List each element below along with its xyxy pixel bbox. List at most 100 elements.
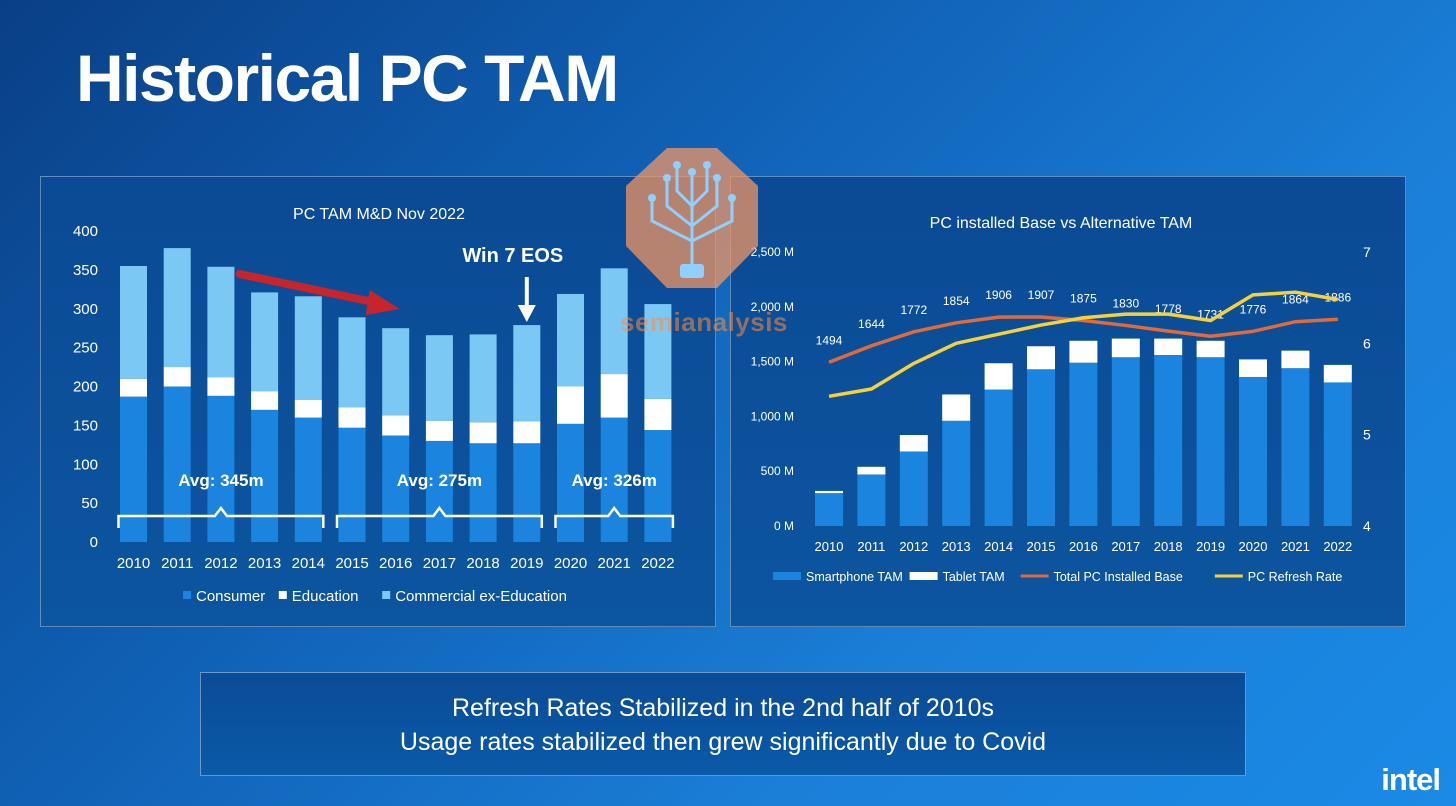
avg-label: Avg: 345m (178, 471, 263, 490)
y-tick-label: 400 (73, 223, 98, 240)
x-tick-label: 2019 (510, 555, 543, 572)
bar-segment (815, 490, 843, 494)
bar-segment (120, 265, 147, 379)
bar-segment (207, 266, 235, 378)
series-line (828, 315, 1338, 364)
y-tick-label: 200 (73, 379, 98, 396)
bar-segment (425, 420, 453, 441)
avg-bracket (554, 505, 675, 528)
watermark-logo-icon (626, 148, 758, 288)
bar-segment (899, 435, 928, 452)
trend-arrow-head (365, 290, 400, 315)
legend-label: Smartphone TAM (806, 570, 903, 584)
bar-segment (644, 398, 672, 431)
bar-segment (942, 420, 971, 526)
x-tick-label: 2018 (466, 555, 499, 572)
page-title: Historical PC TAM (76, 41, 619, 115)
bar-segment (382, 435, 410, 542)
x-tick-label: 2016 (1069, 539, 1098, 554)
y-tick-label: 1,500 M (751, 355, 794, 369)
y-tick-label: 0 (90, 534, 98, 551)
x-tick-label: 2018 (1154, 539, 1183, 554)
series-line (828, 290, 1339, 399)
data-label: 1886 (1324, 290, 1351, 304)
y-tick-label: 2,000 M (751, 300, 794, 314)
installed-base-chart: PC installed Base vs Alternative TAM 0 M 5… (751, 215, 1371, 584)
bar-segment (644, 430, 672, 542)
legend-swatch (909, 572, 938, 580)
data-label: 1864 (1282, 293, 1309, 307)
bar-segment (251, 409, 279, 542)
bar-segment (163, 248, 191, 368)
data-label: 1772 (900, 303, 927, 317)
bar-segment (469, 422, 497, 444)
data-label: 1854 (943, 294, 970, 308)
bar-segment (1027, 346, 1055, 370)
watermark-text: semianalysis (620, 307, 788, 337)
bar-segment (1323, 382, 1352, 526)
bar-segment (557, 386, 584, 424)
x-tick-label: 2019 (1196, 539, 1225, 554)
bar-segment (984, 389, 1013, 526)
bar-segment (163, 367, 191, 387)
legend-swatch (183, 591, 191, 599)
y2-tick-label: 7 (1363, 244, 1371, 260)
avg-bracket (335, 505, 544, 528)
data-label: 1875 (1070, 292, 1097, 306)
x-tick-label: 2016 (379, 555, 412, 572)
bar-segment (207, 377, 235, 396)
trend-arrow-line (235, 270, 382, 307)
data-label: 1776 (1240, 302, 1267, 316)
x-tick-label: 2013 (942, 539, 971, 554)
bar-segment (338, 317, 366, 408)
legend-label: Commercial ex-Education (395, 588, 567, 605)
installed-base-chart-panel: PC installed Base vs Alternative TAM 0 M 5… (730, 176, 1406, 627)
x-tick-label: 2020 (1239, 539, 1268, 554)
bar-segment (207, 395, 235, 542)
legend-label: Education (292, 588, 359, 605)
legend-label: PC Refresh Rate (1248, 570, 1343, 584)
bar-segment (425, 440, 453, 542)
y-tick-label: 0 M (774, 519, 794, 533)
bar-segment (469, 443, 497, 542)
bar-segment (600, 268, 628, 375)
x-tick-label: 2011 (161, 555, 193, 572)
bar-segment (163, 386, 191, 542)
bar-segment (857, 474, 886, 526)
bar-segment (382, 415, 410, 436)
y-tick-label: 1,000 M (751, 409, 794, 423)
callout-line-2: Usage rates stabilized then grew signifi… (399, 728, 1047, 756)
y-tick-label: 100 (73, 456, 98, 473)
y2-tick-label: 5 (1363, 427, 1371, 443)
chart-title: PC installed Base vs Alternative TAM (930, 215, 1193, 232)
bar-segment (899, 451, 928, 526)
bar-segment (513, 325, 541, 422)
x-tick-label: 2015 (335, 555, 368, 572)
bar-segment (120, 378, 147, 397)
bar-segment (469, 334, 497, 423)
x-tick-label: 2022 (641, 555, 674, 572)
bar-segment (1111, 338, 1140, 358)
bar-segment (1027, 369, 1055, 526)
legend-label: Tablet TAM (943, 570, 1005, 584)
legend-swatch (382, 591, 391, 599)
callout-line-1: Refresh Rates Stabilized in the 2nd half… (451, 694, 994, 722)
bar-segment (557, 293, 584, 387)
x-tick-label: 2017 (423, 555, 456, 572)
x-tick-label: 2021 (598, 555, 631, 572)
intel-logo: intel (1381, 762, 1441, 797)
data-label: 1494 (816, 333, 843, 347)
bar-segment (294, 399, 322, 418)
bar-segment (1281, 368, 1310, 526)
x-tick-label: 2012 (899, 539, 928, 554)
bar-segment (1154, 355, 1183, 526)
pc-tam-chart-panel: PC TAM M&D Nov 2022 0 50 100 150 200 250 300 350… (40, 176, 716, 627)
bar-segment (513, 421, 541, 444)
legend-swatch (773, 572, 801, 580)
bar-segment (1154, 338, 1183, 356)
pc-tam-chart: PC TAM M&D Nov 2022 0 50 100 150 200 250 300 350… (73, 206, 675, 605)
bar-segment (815, 493, 843, 526)
x-tick-label: 2015 (1027, 539, 1056, 554)
y-tick-label: 350 (73, 262, 98, 279)
x-tick-label: 2021 (1281, 539, 1310, 554)
